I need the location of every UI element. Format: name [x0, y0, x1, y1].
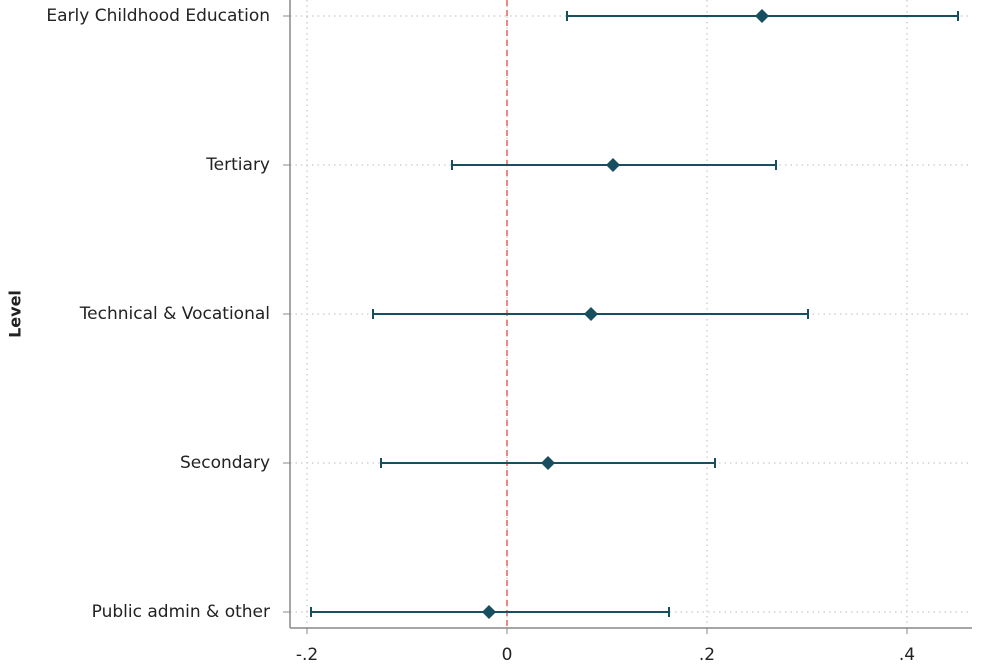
- point: [584, 307, 598, 321]
- point: [541, 456, 555, 470]
- point: [606, 158, 620, 172]
- point: [755, 9, 769, 23]
- x-tick-label: .2: [699, 645, 715, 665]
- x-tick-label: .4: [899, 645, 915, 665]
- y-axis-label: Level: [6, 290, 25, 338]
- x-tick-label: 0: [502, 645, 513, 665]
- y-tick-label: Secondary: [180, 453, 270, 473]
- y-tick-label: Public admin & other: [92, 602, 270, 622]
- point: [482, 605, 496, 619]
- y-tick-label: Early Childhood Education: [46, 6, 270, 26]
- y-tick-label: Tertiary: [205, 155, 270, 175]
- x-tick-label: -.2: [296, 645, 318, 665]
- y-tick-label: Technical & Vocational: [79, 304, 270, 324]
